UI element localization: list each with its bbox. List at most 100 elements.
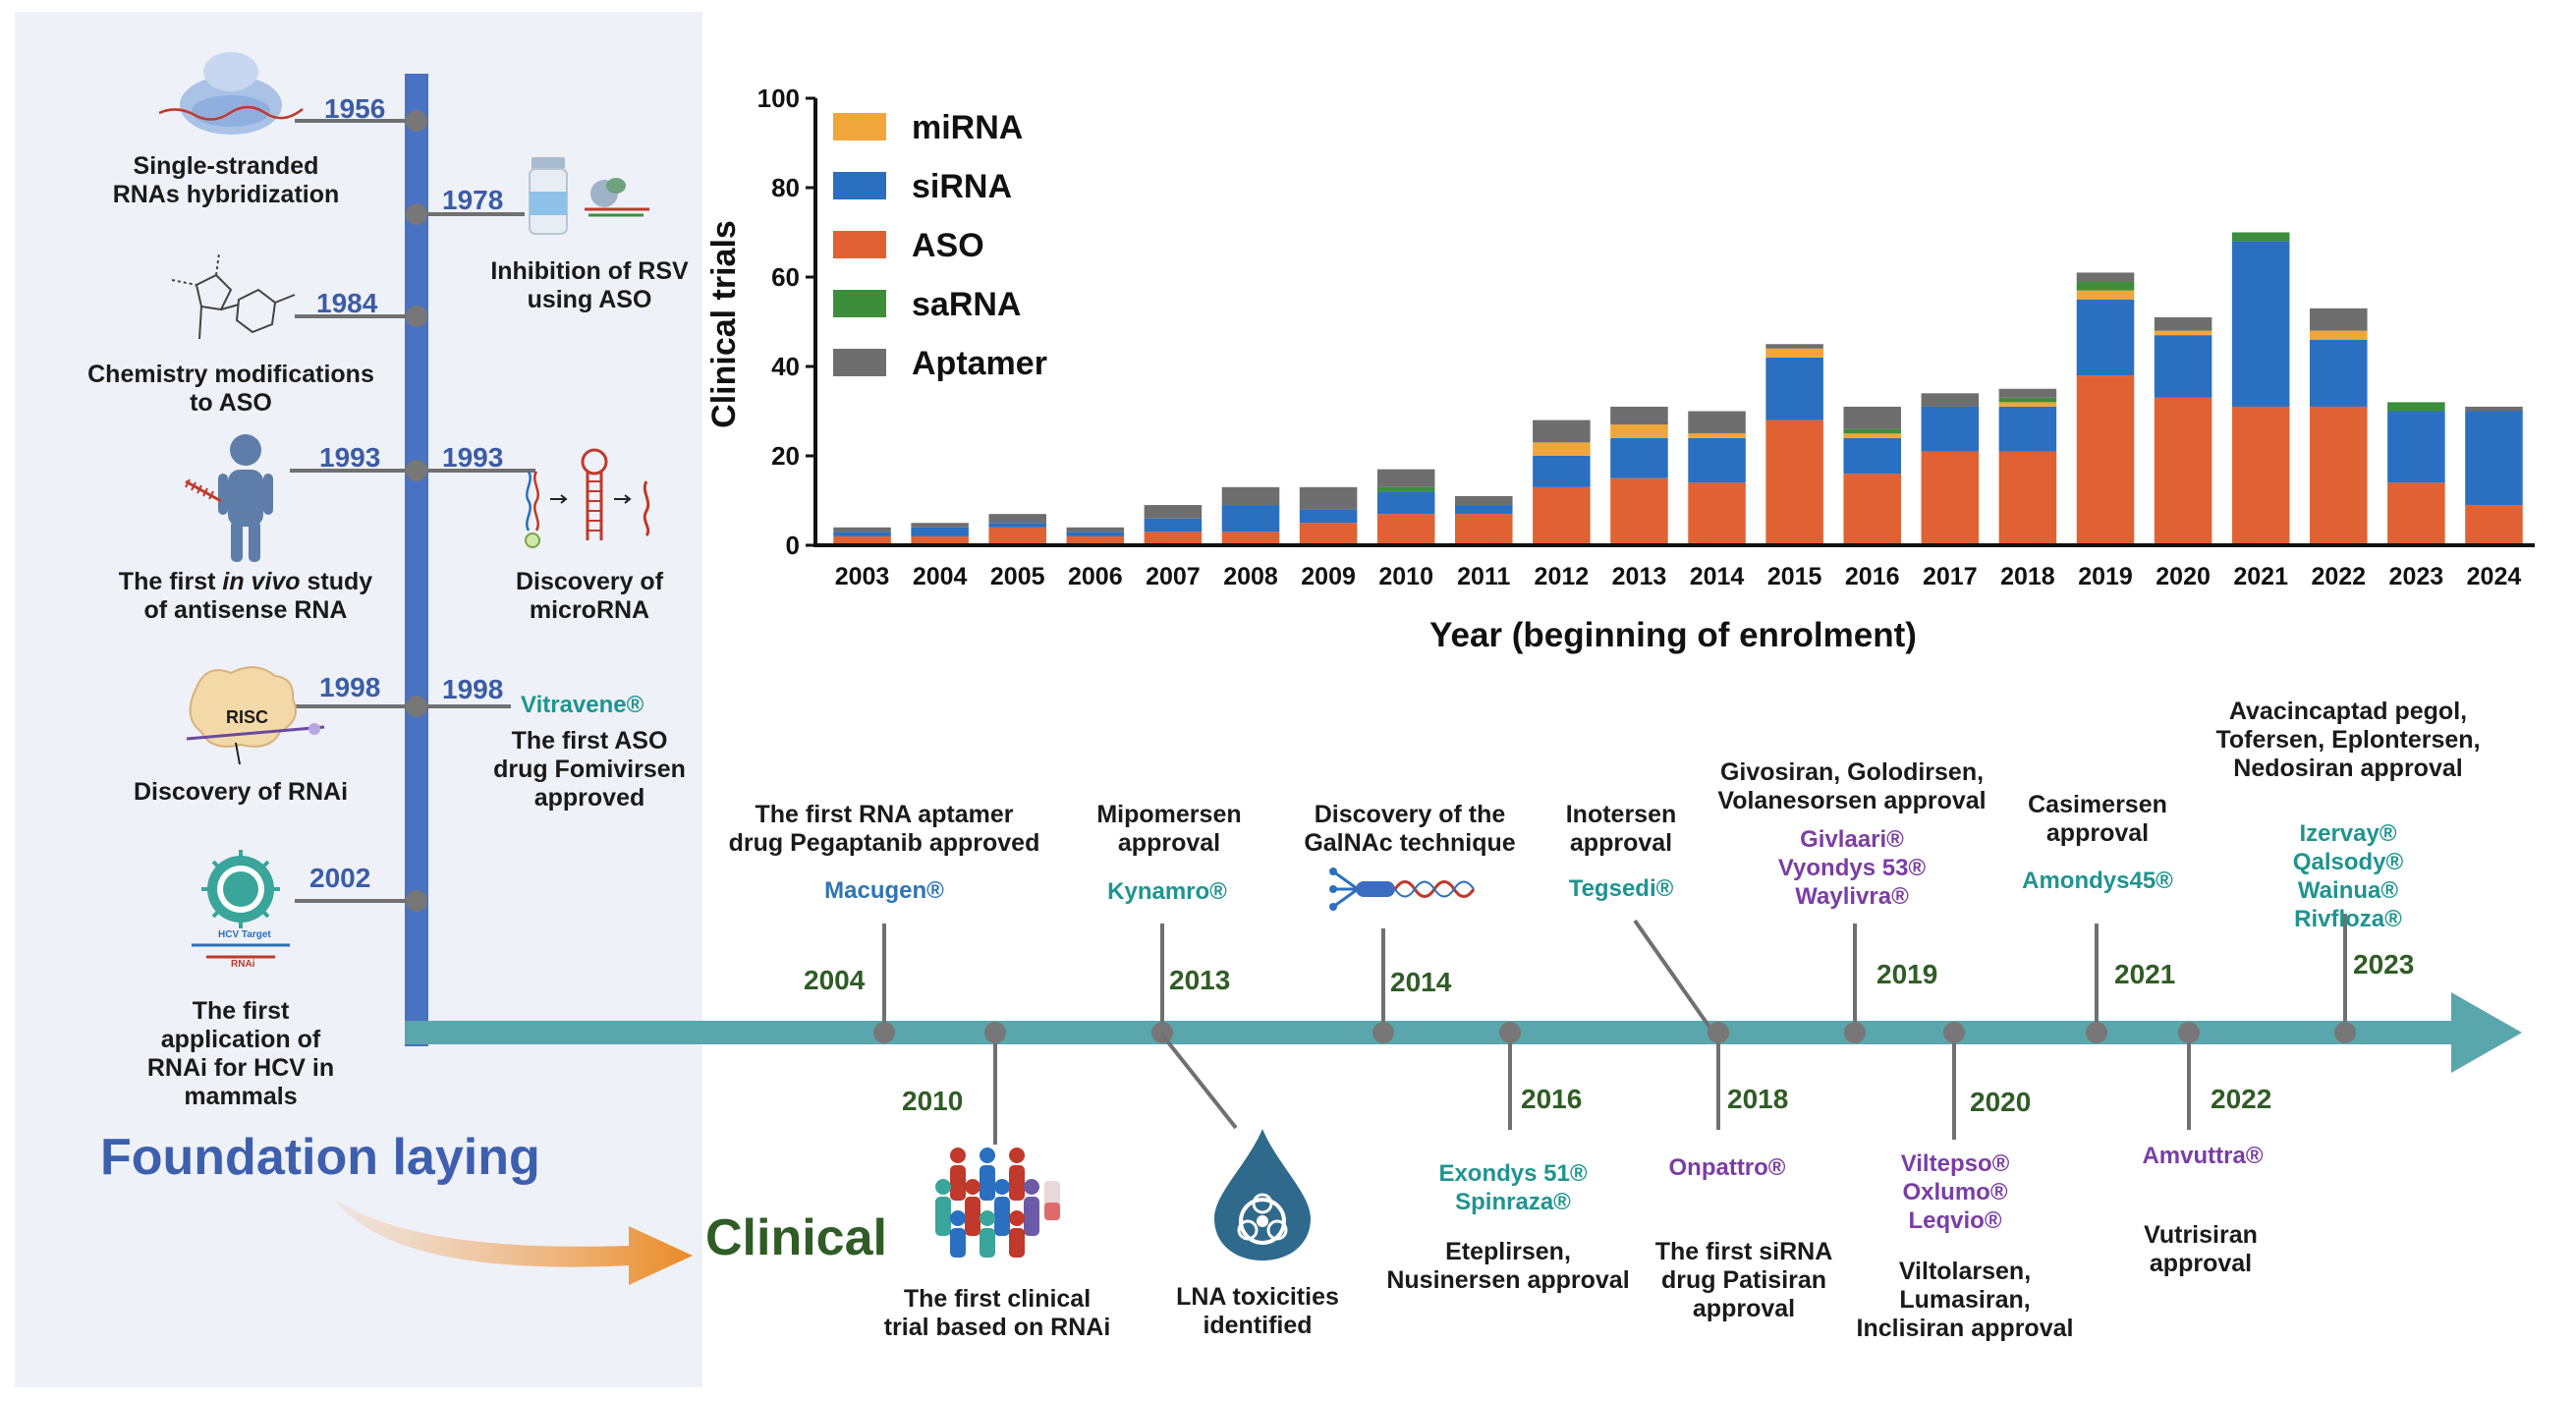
bar-sirna-2011 [1455, 505, 1513, 515]
timeline-dot [406, 890, 427, 912]
bar-aso-2012 [1533, 486, 1591, 545]
diagonal-connector [1159, 1032, 1238, 1130]
x-tick-label: 2003 [835, 563, 890, 590]
bar-aptamer-2003 [833, 527, 891, 532]
bar-sarna-2010 [1376, 486, 1435, 492]
clinical-axis [405, 1021, 2458, 1044]
drug-tegsedi: Tegsedi® [1568, 875, 1674, 902]
year-2013: 2013 [1169, 965, 1231, 995]
event-label: The first application of RNAi for HCV in… [146, 997, 335, 1110]
x-tick-label: 2022 [2311, 563, 2366, 590]
bar-mirna-2013 [1610, 424, 1668, 438]
bar-sirna-2023 [2387, 411, 2445, 483]
x-tick-label: 2021 [2233, 563, 2288, 590]
bar-aptamer-2014 [1688, 411, 1746, 434]
x-tick-label: 2011 [1457, 563, 1510, 590]
connector [295, 899, 417, 903]
year-1956: 1956 [324, 93, 386, 124]
stem [2343, 914, 2347, 1032]
connector [295, 704, 511, 708]
bar-sarna-2018 [1998, 397, 2057, 403]
x-tick-label: 2007 [1146, 563, 1201, 590]
year-2002: 2002 [309, 863, 371, 893]
year-2019: 2019 [1876, 959, 1938, 989]
event-label: The first clinical trial based on RNAi [883, 1285, 1111, 1341]
year-2022: 2022 [2211, 1084, 2272, 1114]
bar-aso-2004 [911, 535, 969, 545]
year-1998: 1998 [442, 674, 504, 704]
legend-label-sirna: siRNA [912, 168, 1012, 205]
bar-sirna-2003 [833, 532, 891, 536]
year-2021: 2021 [2114, 959, 2176, 989]
x-tick-label: 2017 [1923, 563, 1978, 590]
drug-viltepso-oxlumo-leqvio: Viltepso® Oxlumo® Leqvio® [1900, 1150, 2010, 1234]
bar-aso-2011 [1455, 514, 1513, 545]
legend-swatch-aptamer [833, 349, 886, 376]
event-label: Discovery of microRNA [515, 568, 664, 624]
timeline-dot [1372, 1022, 1394, 1043]
bar-sirna-2010 [1376, 491, 1435, 515]
bar-sirna-2021 [2231, 241, 2290, 407]
bar-sirna-2015 [1765, 357, 1823, 420]
bar-sirna-2006 [1066, 532, 1125, 536]
clinical-title: Clinical [705, 1209, 887, 1266]
axis-arrowhead [2451, 992, 2522, 1073]
timeline-dot [873, 1022, 895, 1043]
drug-givlaari: Givlaari® Vyondys 53® Waylivra® [1777, 826, 1927, 910]
year-1993: 1993 [442, 442, 504, 473]
bar-sarna-2019 [2076, 281, 2135, 291]
bar-aptamer-2019 [2076, 272, 2135, 282]
timeline-dot [2086, 1022, 2107, 1043]
drug-vitravene: Vitravene® [521, 692, 644, 718]
drug-exondys-spinraza: Exondys 51® Spinraza® [1438, 1160, 1588, 1215]
biohazard-drop-icon [1214, 1129, 1311, 1261]
bar-mirna-2016 [1843, 433, 1901, 438]
bar-sirna-2008 [1221, 505, 1280, 532]
event-label: LNA toxicities identified [1176, 1283, 1339, 1339]
bar-aptamer-2008 [1221, 486, 1280, 506]
x-tick-label: 2014 [1690, 563, 1745, 590]
x-tick-label: 2023 [2389, 563, 2444, 590]
stem [1508, 1032, 1512, 1130]
bar-aptamer-2007 [1144, 505, 1203, 519]
bar-mirna-2020 [2154, 330, 2212, 336]
diagonal-connector [1633, 919, 1715, 1035]
bar-aptamer-2024 [2465, 406, 2523, 412]
bar-aso-2019 [2076, 375, 2135, 545]
bars-layer [833, 232, 2523, 545]
event-label: The first RNA aptamer drug Pegaptanib ap… [728, 801, 1040, 857]
galnac-conjugate-icon [1329, 868, 1476, 911]
bar-aptamer-2013 [1610, 406, 1668, 425]
event-label: Mipomersen approval [1096, 801, 1242, 857]
x-tick-label: 2004 [913, 563, 968, 590]
bar-sirna-2007 [1144, 518, 1203, 532]
year-2020: 2020 [1970, 1087, 2032, 1117]
legend-label-sarna: saRNA [912, 286, 1021, 323]
bar-sirna-2019 [2076, 299, 2135, 376]
bar-aso-2010 [1376, 514, 1435, 545]
legend-label-aptamer: Aptamer [912, 345, 1047, 382]
drug-onpattro: Onpattro® [1668, 1154, 1786, 1181]
stem [1160, 924, 1164, 1032]
chart-legend: miRNA siRNA ASO saRNA Aptamer [833, 109, 1047, 382]
bar-aptamer-2018 [1998, 388, 2057, 398]
event-label: Viltolarsen, Lumasiran, Inclisiran appro… [1856, 1258, 2074, 1342]
bar-aso-2007 [1144, 532, 1203, 545]
x-tick-label: 2024 [2467, 563, 2522, 590]
bar-aso-2013 [1610, 477, 1668, 545]
bar-aptamer-2006 [1066, 527, 1125, 532]
event-label: Discovery of RNAi [133, 778, 349, 806]
bar-mirna-2018 [1998, 402, 2057, 407]
risc-label: RISC [226, 707, 269, 727]
y-tick-label: 0 [786, 531, 800, 560]
x-tick-label: 2005 [990, 563, 1045, 590]
bar-sarna-2023 [2387, 402, 2445, 412]
x-tick-label: 2016 [1845, 563, 1900, 590]
timeline-dot [1499, 1022, 1521, 1043]
bar-mirna-2015 [1765, 348, 1823, 358]
timeline-dot [406, 306, 427, 327]
bar-aptamer-2022 [2310, 308, 2368, 331]
stem [1952, 1032, 1956, 1140]
connector [295, 314, 417, 318]
timeline-dot [1844, 1022, 1866, 1043]
